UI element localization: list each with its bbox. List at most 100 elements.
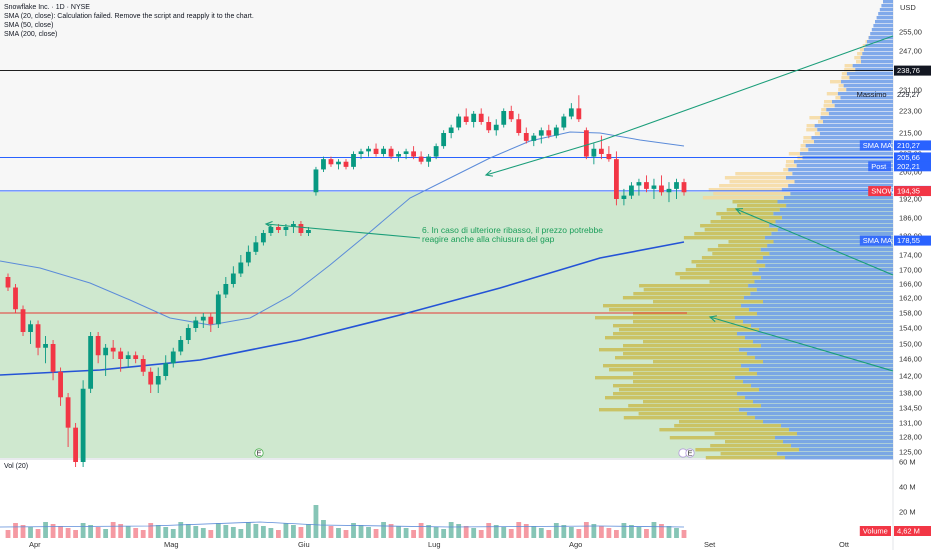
profile-buy-bar bbox=[840, 96, 893, 100]
candle-body bbox=[411, 151, 416, 157]
profile-buy-bar bbox=[735, 316, 893, 320]
volume-bar bbox=[223, 525, 229, 538]
profile-buy-bar bbox=[758, 268, 893, 272]
profile-sell-bar bbox=[623, 344, 761, 348]
profile-buy-bar bbox=[783, 196, 893, 200]
profile-buy-bar bbox=[749, 308, 893, 312]
volume-bar bbox=[200, 528, 206, 538]
volume-bar bbox=[508, 529, 514, 538]
profile-sell-bar bbox=[713, 192, 791, 196]
profile-buy-bar bbox=[743, 380, 893, 384]
volume-profile bbox=[595, 0, 893, 460]
profile-buy-bar bbox=[849, 76, 893, 80]
profile-buy-bar bbox=[878, 12, 893, 16]
profile-buy-bar bbox=[755, 416, 893, 420]
candle-body bbox=[155, 376, 161, 385]
profile-buy-bar bbox=[832, 100, 893, 104]
candle-body bbox=[336, 161, 341, 165]
profile-sell-bar bbox=[710, 444, 791, 448]
candle-body bbox=[493, 124, 499, 131]
profile-sell-bar bbox=[599, 348, 739, 352]
candle-body bbox=[576, 108, 582, 120]
profile-buy-bar bbox=[834, 104, 893, 108]
profile-buy-bar bbox=[819, 132, 893, 136]
candle-body bbox=[193, 320, 199, 328]
profile-sell-bar bbox=[705, 456, 785, 460]
volume-bar bbox=[591, 524, 597, 538]
volume-legend[interactable]: Vol (20) bbox=[4, 463, 29, 470]
profile-sell-bar bbox=[857, 52, 863, 56]
tag-value-box bbox=[894, 526, 931, 536]
volume-bar bbox=[471, 528, 477, 538]
time-tick-label: Ago bbox=[569, 540, 582, 549]
volume-bar bbox=[681, 530, 687, 538]
volume-bar bbox=[238, 529, 244, 538]
candle-body bbox=[268, 227, 274, 233]
profile-buy-bar bbox=[749, 368, 893, 372]
profile-buy-bar bbox=[755, 356, 893, 360]
volume-bar bbox=[260, 526, 266, 538]
candle-body bbox=[614, 159, 619, 199]
price-tick-label: 170,00 bbox=[899, 266, 922, 275]
volume-ma-line bbox=[0, 521, 685, 528]
volume-bar bbox=[351, 523, 356, 538]
time-tick-label: Ott bbox=[839, 540, 850, 549]
profile-sell-bar bbox=[615, 356, 755, 360]
arrow-head bbox=[734, 208, 744, 215]
candle-body bbox=[215, 294, 221, 325]
profile-buy-bar bbox=[737, 392, 893, 396]
profile-sell-bar bbox=[818, 120, 823, 124]
profile-buy-bar bbox=[777, 200, 893, 204]
sma20-legend[interactable]: SMA (20, close): Calculation failed. Rem… bbox=[4, 13, 254, 20]
candle-body bbox=[306, 230, 311, 233]
trend-line bbox=[599, 35, 894, 142]
symbol-title[interactable]: Snowflake Inc. · 1D · NYSE bbox=[4, 4, 90, 11]
sma50-legend[interactable]: SMA (50, close) bbox=[4, 22, 54, 29]
candle-body bbox=[516, 119, 522, 133]
time-axis[interactable]: Apr Mag Giu Lug Ago Set Ott bbox=[29, 540, 850, 549]
profile-buy-bar bbox=[796, 164, 893, 168]
profile-buy-bar bbox=[788, 168, 893, 172]
profile-buy-bar bbox=[756, 288, 893, 292]
profile-sell-bar bbox=[824, 100, 832, 104]
profile-buy-bar bbox=[741, 364, 893, 368]
profile-sell-bar bbox=[669, 436, 775, 440]
chart-annotation[interactable]: 6. In caso di ulteriore ribasso, il prez… bbox=[422, 226, 652, 244]
profile-sell-bar bbox=[785, 164, 797, 168]
profile-sell-bar bbox=[803, 136, 812, 140]
volume-bar bbox=[253, 524, 259, 538]
profile-sell-bar bbox=[841, 76, 850, 80]
candle-body bbox=[133, 355, 139, 359]
candle-body bbox=[598, 148, 604, 154]
profile-sell-bar bbox=[732, 200, 778, 204]
candle-body bbox=[200, 316, 206, 321]
price-tick-label: 200,00 bbox=[899, 168, 922, 177]
candle-body bbox=[148, 371, 154, 385]
profile-buy-bar bbox=[881, 4, 893, 8]
profile-sell-bar bbox=[701, 256, 763, 260]
profile-sell-bar bbox=[702, 196, 784, 200]
dividend-marker[interactable]: E bbox=[678, 448, 695, 458]
tag-label-box bbox=[859, 235, 891, 246]
axis-background bbox=[893, 0, 932, 550]
profile-buy-bar bbox=[781, 424, 893, 428]
sma200-legend[interactable]: SMA (200, close) bbox=[4, 31, 58, 38]
annotation-line-1: 6. In caso di ulteriore ribasso, il prez… bbox=[422, 225, 603, 235]
profile-sell-bar bbox=[628, 404, 761, 408]
volume-bar bbox=[43, 522, 48, 538]
tag-label: Volume bbox=[863, 527, 888, 536]
profile-sell-bar bbox=[619, 328, 759, 332]
profile-sell-bar bbox=[835, 96, 841, 100]
earnings-marker[interactable]: E bbox=[254, 448, 264, 458]
volume-bar bbox=[328, 526, 334, 538]
profile-sell-bar bbox=[714, 432, 797, 436]
tag-value: 205,66 bbox=[897, 153, 920, 162]
volume-bar bbox=[65, 528, 71, 538]
profile-buy-bar bbox=[875, 20, 893, 24]
profile-sell-bar bbox=[633, 320, 743, 324]
price-tick-label: 125,00 bbox=[899, 448, 922, 457]
profile-sell-bar bbox=[820, 112, 829, 116]
profile-sell-bar bbox=[809, 116, 821, 120]
profile-sell-bar bbox=[803, 140, 814, 144]
